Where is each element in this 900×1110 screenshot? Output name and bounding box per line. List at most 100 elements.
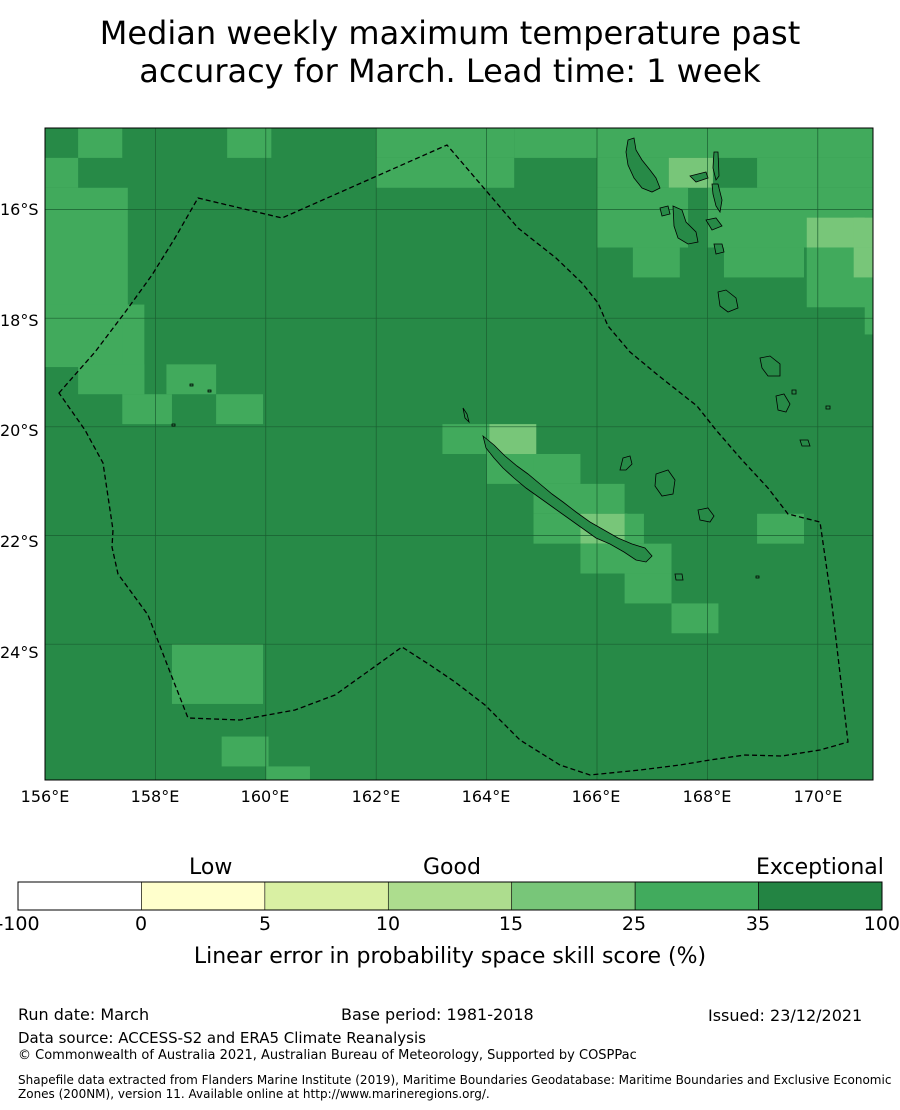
lat-label-20s: 20°S (0, 421, 39, 440)
run-date: Run date: March (18, 1005, 150, 1024)
cb-tick-25: 25 (621, 913, 647, 935)
island-tanna (775, 393, 791, 413)
island-malo (659, 205, 671, 217)
skill-cell (533, 454, 581, 484)
island-aniwa (791, 389, 797, 395)
skill-cell (376, 128, 515, 158)
skill-cell (376, 157, 515, 188)
island-lifou (654, 469, 676, 497)
colorbar-category-good: Good (423, 855, 481, 880)
colorbar-segment (634, 881, 759, 911)
island-ouvea (619, 455, 633, 471)
cb-tick-neg100: -100 (0, 913, 40, 935)
skill-grid-cells (45, 128, 873, 780)
island-futuna (825, 405, 831, 410)
skill-cell (221, 736, 269, 767)
island-chesterfield-1 (189, 383, 194, 387)
island-efate (717, 289, 739, 313)
lon-label-156e: 156°E (20, 787, 70, 806)
chart-title: Median weekly maximum temperature past a… (0, 14, 900, 90)
island-belep (462, 407, 470, 424)
skill-cell (45, 304, 123, 365)
colorbar-segment (264, 881, 389, 911)
map-gridlines (45, 128, 873, 780)
lat-label-18s: 18°S (0, 311, 39, 330)
skill-cell (757, 157, 873, 188)
island-ambrym (705, 217, 723, 231)
lon-label-170e: 170°E (793, 787, 843, 806)
skill-cell (597, 187, 689, 248)
map-plot (44, 127, 874, 781)
cb-tick-35: 35 (745, 913, 771, 935)
skill-cell (265, 766, 310, 780)
colorbar-segment (141, 881, 266, 911)
skill-cell (723, 247, 804, 278)
colorbar-category-exceptional: Exceptional (756, 855, 884, 880)
lon-label-168e: 168°E (682, 787, 732, 806)
skill-cell (624, 513, 644, 544)
island-chesterfield-3 (171, 423, 176, 427)
land-outlines (171, 137, 831, 581)
map-panel: 16°S 18°S 20°S 22°S 24°S 156°E 158°E 160… (0, 127, 874, 806)
island-epi (713, 243, 725, 255)
skill-cell (216, 394, 264, 425)
data-source: Data source: ACCESS-S2 and ERA5 Climate … (18, 1029, 426, 1047)
skill-cell (78, 364, 145, 395)
skill-cell (624, 573, 672, 604)
skill-cell (514, 128, 873, 158)
skill-cell (864, 304, 873, 335)
lon-label-166e: 166°E (571, 787, 621, 806)
skill-cell (78, 128, 123, 158)
map-frame (44, 127, 874, 781)
lon-label-164e: 164°E (461, 787, 511, 806)
colorbar (17, 881, 883, 911)
lat-label-24s: 24°S (0, 643, 39, 662)
island-walpole (755, 575, 760, 579)
lat-label-16s: 16°S (0, 200, 39, 219)
lon-label-158e: 158°E (130, 787, 180, 806)
title-line-2: accuracy for March. Lead time: 1 week (139, 52, 761, 90)
cb-tick-10: 10 (375, 913, 401, 935)
cb-tick-15: 15 (498, 913, 524, 935)
skill-cell (671, 603, 719, 634)
skill-cell (442, 424, 490, 454)
island-erromango (759, 355, 781, 377)
shapefile-credit-line-1: Shapefile data extracted from Flanders M… (18, 1073, 892, 1087)
cb-tick-100: 100 (863, 913, 900, 935)
island-mare (697, 507, 715, 523)
issued-date: Issued: 23/12/2021 (708, 1006, 863, 1025)
title-line-1: Median weekly maximum temperature past (99, 14, 801, 52)
skill-cell (853, 247, 873, 278)
island-pentecost (711, 183, 723, 214)
lon-label-162e: 162°E (351, 787, 401, 806)
island-ambae (689, 171, 709, 183)
lon-label-160e: 160°E (240, 787, 290, 806)
island-chesterfield-2 (207, 389, 212, 393)
shapefile-credit: Shapefile data extracted from Flanders M… (18, 1073, 900, 1101)
colorbar-category-low: Low (189, 855, 233, 880)
colorbar-segment (17, 881, 142, 911)
base-period: Base period: 1981-2018 (341, 1005, 534, 1024)
skill-cell (122, 394, 172, 425)
skill-cell (166, 364, 217, 395)
cb-tick-0: 0 (134, 913, 148, 935)
eez-boundary (58, 144, 849, 776)
island-pines (674, 573, 684, 581)
colorbar-segment (758, 881, 883, 911)
skill-cell (853, 217, 873, 248)
skill-cell (171, 644, 264, 704)
skill-cell (227, 128, 272, 158)
cb-tick-5: 5 (258, 913, 272, 935)
colorbar-segment (387, 881, 513, 911)
skill-cell (45, 157, 79, 188)
colorbar-label: Linear error in probability space skill … (193, 944, 707, 969)
island-grande-terre (482, 434, 653, 563)
colorbar-segment (511, 881, 636, 911)
copyright: © Commonwealth of Australia 2021, Austra… (18, 1048, 637, 1063)
shapefile-credit-line-2: Zones (200NM), version 11. Available onl… (18, 1087, 490, 1101)
island-maewo (712, 151, 720, 181)
island-malekula (672, 205, 699, 245)
skill-cell (757, 513, 804, 544)
island-aneityum (799, 439, 811, 447)
lat-label-22s: 22°S (0, 532, 39, 551)
